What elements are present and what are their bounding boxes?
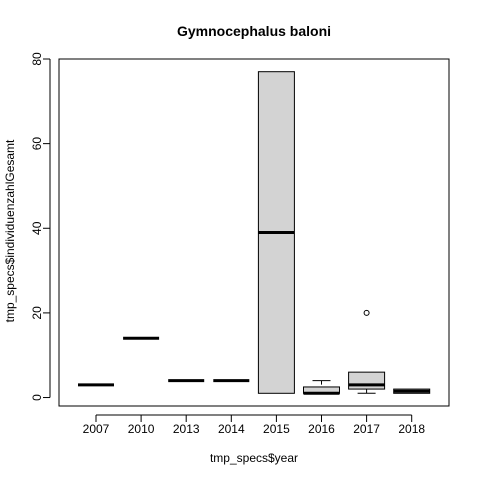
x-tick-label: 2013 [173, 422, 200, 436]
y-tick-label: 80 [30, 52, 44, 66]
y-tick-label: 60 [30, 137, 44, 151]
x-axis-label: tmp_specs$year [210, 451, 298, 465]
x-tick-label: 2010 [128, 422, 155, 436]
x-tick-label: 2016 [308, 422, 335, 436]
x-tick-label: 2014 [218, 422, 245, 436]
boxes [78, 71, 431, 395]
y-tick-label: 0 [30, 394, 44, 401]
x-tick-label: 2017 [353, 422, 380, 436]
box-2015 [257, 71, 295, 394]
y-tick-label: 40 [30, 221, 44, 235]
box-2016 [303, 380, 340, 395]
x-tick-label: 2015 [263, 422, 290, 436]
box-2017 [348, 309, 386, 394]
iqr-box [348, 371, 386, 390]
box-2018 [393, 388, 431, 394]
x-tick-label: 2018 [398, 422, 425, 436]
x-axis: 2007 2010 2013 2014 2015 2016 2017 2018 [83, 414, 425, 436]
y-axis: 0 20 40 60 80 [30, 52, 51, 401]
outlier-point [363, 309, 370, 316]
y-axis-label: tmp_specs$individuenzahlGesamt [3, 139, 17, 322]
plot-frame [58, 58, 450, 407]
y-tick-label: 20 [30, 306, 44, 320]
chart-title: Gymnocephalus baloni [177, 23, 331, 39]
x-tick-label: 2007 [83, 422, 110, 436]
